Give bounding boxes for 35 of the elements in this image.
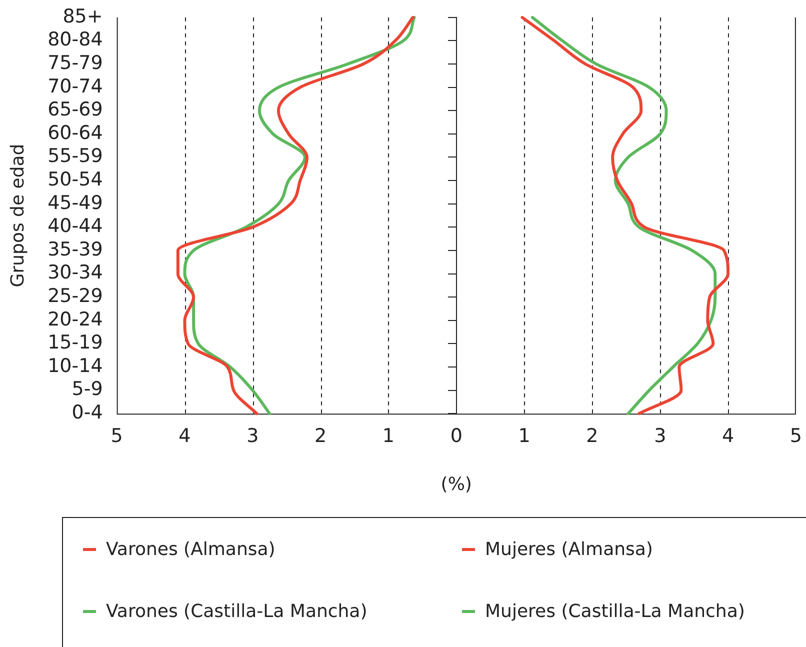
y-tick-label: 45-49 — [48, 192, 103, 214]
legend-label: Varones (Castilla-La Mancha) — [106, 600, 368, 622]
y-tick-label: 20-24 — [48, 308, 103, 330]
y-tick-label: 25-29 — [48, 285, 103, 308]
y-tick-label: 75-79 — [48, 52, 103, 74]
y-tick-label: 65-69 — [48, 98, 103, 121]
legend-label: Mujeres (Almansa) — [485, 538, 653, 560]
legend-label: Mujeres (Castilla-La Mancha) — [485, 600, 745, 622]
x-tick-label: 0 — [450, 424, 462, 447]
legend-label: Varones (Almansa) — [106, 538, 276, 560]
y-tick-label: 50-54 — [48, 168, 103, 190]
x-tick-label: 4 — [722, 424, 734, 447]
y-tick-label: 15-19 — [48, 332, 103, 354]
y-tick-label: 70-74 — [48, 75, 103, 98]
x-tick-label: 5 — [790, 424, 802, 447]
y-tick-label: 80-84 — [48, 28, 103, 51]
x-tick-label: 4 — [178, 424, 191, 447]
x-tick-label: 2 — [314, 424, 327, 447]
x-tick-label: 3 — [246, 424, 259, 447]
y-tick-label: 35-39 — [48, 238, 103, 260]
y-tick-label: 55-59 — [48, 145, 103, 168]
y-tick-label: 40-44 — [48, 215, 103, 238]
y-tick-label: 5-9 — [72, 378, 103, 400]
y-tick-label: 30-34 — [48, 262, 103, 284]
x-tick-label: 5 — [110, 424, 123, 447]
x-tick-label: 1 — [518, 424, 530, 447]
x-tick-label: 3 — [654, 424, 666, 447]
x-tick-label: 1 — [382, 424, 395, 447]
y-tick-label: 0-4 — [72, 402, 103, 424]
y-axis-title: Grupos de edad — [7, 144, 28, 288]
x-axis-title: (%) — [440, 474, 472, 495]
y-tick-label: 85+ — [62, 5, 103, 28]
y-tick-label: 10-14 — [48, 354, 103, 377]
x-tick-label: 2 — [586, 424, 598, 447]
y-tick-label: 60-64 — [48, 122, 103, 144]
